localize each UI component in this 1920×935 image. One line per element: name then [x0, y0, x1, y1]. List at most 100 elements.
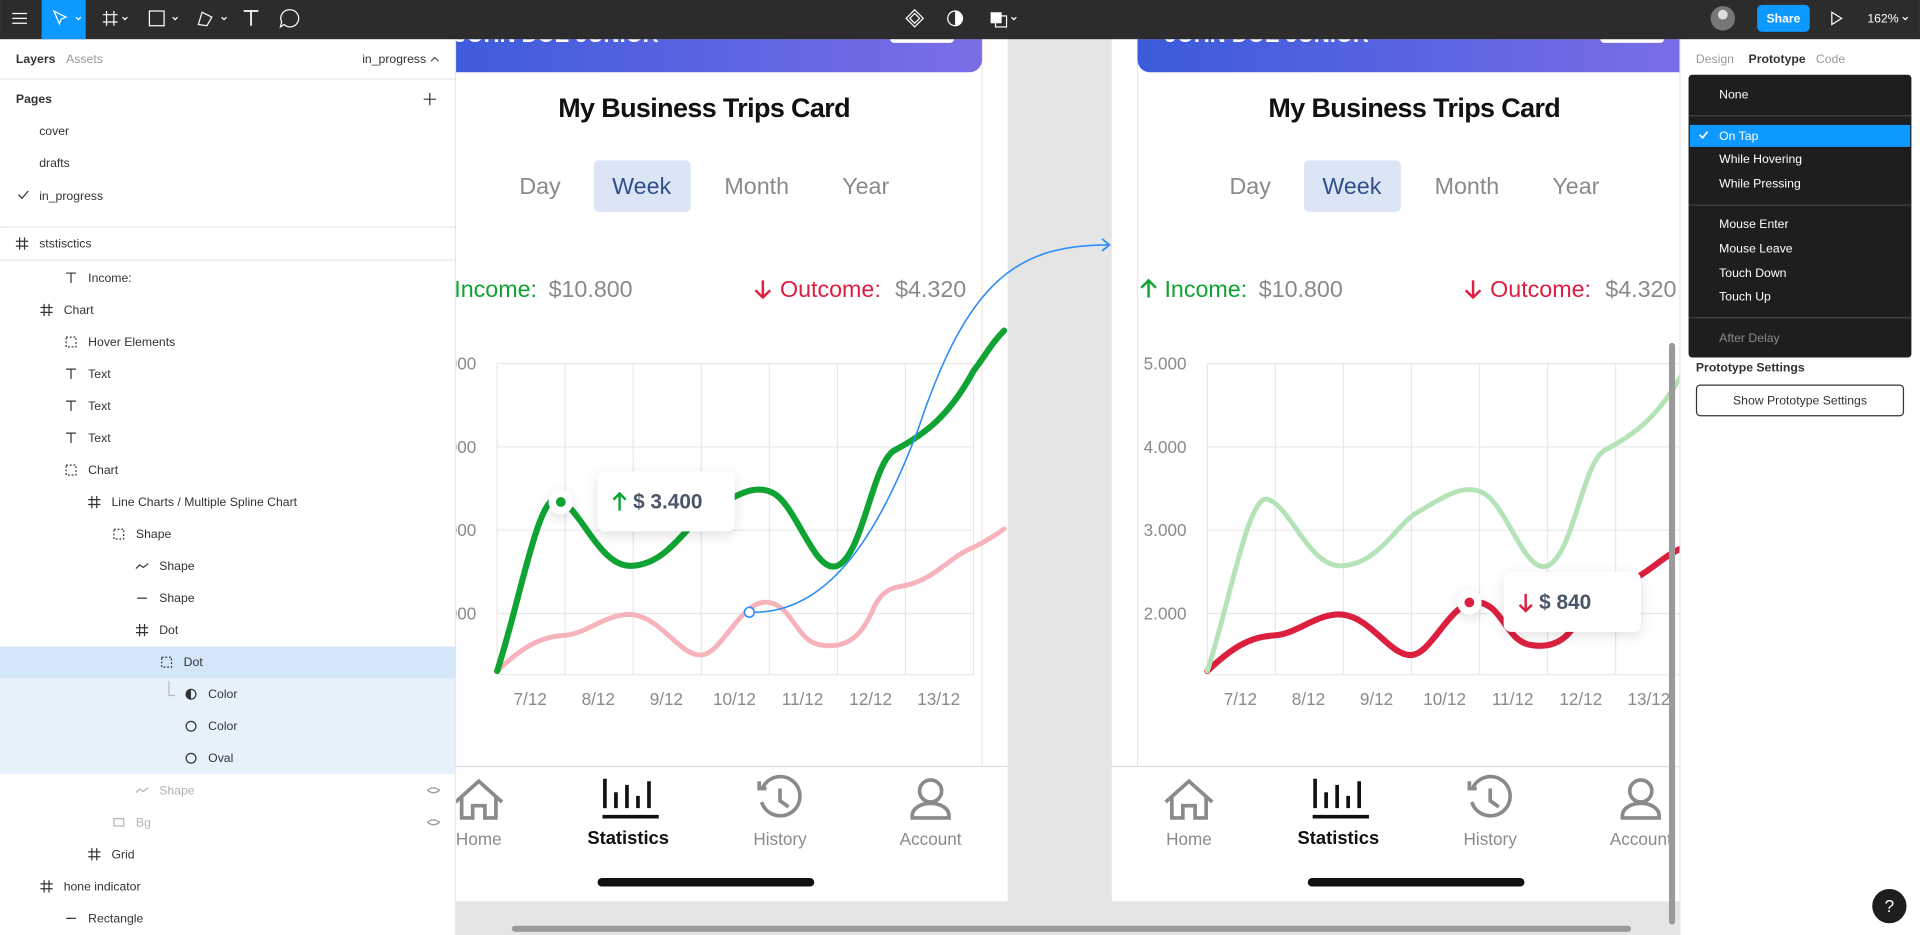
layer-name[interactable]: Hover Elements: [88, 335, 175, 349]
settings-button-label[interactable]: Show Prototype Settings: [1733, 393, 1867, 407]
h-scrollbar: [511, 925, 1632, 932]
down-arrow: [1464, 280, 1482, 300]
frame-tool[interactable]: [102, 11, 118, 26]
nav-label[interactable]: Account: [1610, 829, 1672, 849]
period-tab[interactable]: Year: [1552, 173, 1599, 199]
layer-name[interactable]: Text: [88, 367, 111, 381]
period-tab[interactable]: Day: [1230, 173, 1272, 199]
layer-name[interactable]: Color: [208, 687, 237, 701]
card-title: My Business Trips Card: [558, 93, 850, 123]
shape-tool[interactable]: [148, 10, 165, 27]
account-body: [1620, 801, 1662, 820]
pen-tool[interactable]: [197, 11, 213, 27]
layer-name[interactable]: Shape: [159, 559, 195, 573]
tab[interactable]: Prototype: [1749, 52, 1806, 66]
layer-name[interactable]: Text: [88, 431, 111, 445]
current-page[interactable]: in_progress: [362, 52, 426, 66]
nav-label[interactable]: Home: [1166, 829, 1212, 849]
nav-label[interactable]: Statistics: [587, 827, 669, 848]
layer-name[interactable]: Color: [208, 719, 237, 733]
pages-title: Pages: [16, 92, 52, 106]
layer-name[interactable]: Chart: [64, 303, 95, 317]
share-label[interactable]: Share: [1766, 11, 1800, 25]
card-title: My Business Trips Card: [1268, 93, 1560, 123]
layer-name[interactable]: Oval: [208, 751, 233, 765]
avatar-head: [1717, 9, 1728, 20]
page-item[interactable]: cover: [39, 124, 69, 138]
text-tool[interactable]: [243, 10, 259, 26]
help-button[interactable]: [1872, 888, 1907, 924]
layer-name[interactable]: Shape: [159, 591, 195, 605]
layer-icon: [185, 720, 197, 732]
layer-name[interactable]: Line Charts / Multiple Spline Chart: [111, 495, 297, 509]
nav-label[interactable]: Home: [456, 829, 502, 849]
period-tab[interactable]: Year: [842, 173, 889, 199]
header-button: [1600, 39, 1665, 43]
page-item[interactable]: drafts: [39, 156, 70, 170]
x-label: 13/12: [1627, 689, 1670, 709]
tab[interactable]: Assets: [66, 52, 103, 66]
tab[interactable]: Design: [1696, 52, 1734, 66]
layer-name[interactable]: Text: [88, 399, 111, 413]
nav-label[interactable]: History: [753, 829, 807, 849]
x-label: 11/12: [1492, 689, 1534, 709]
menu-item[interactable]: On Tap: [1719, 129, 1758, 143]
history-icon: [757, 774, 802, 818]
layer-name[interactable]: Shape: [136, 527, 172, 541]
present-button[interactable]: [1831, 11, 1843, 26]
layer-icon: [135, 563, 149, 570]
boolean-tool[interactable]: [990, 12, 1002, 24]
mask-fill: [955, 11, 963, 26]
menu-item[interactable]: After Delay: [1719, 331, 1780, 345]
layer-name[interactable]: Dot: [184, 655, 204, 669]
menu-item[interactable]: Touch Up: [1719, 289, 1771, 303]
settings-button[interactable]: [1695, 384, 1905, 417]
layer-icon: [66, 432, 76, 443]
layer-name[interactable]: hone indicator: [64, 879, 141, 893]
menu-item[interactable]: While Hovering: [1719, 152, 1802, 166]
tooltip-dot-inner: [1464, 597, 1475, 608]
menu-icon[interactable]: [12, 12, 27, 24]
menu-item[interactable]: Mouse Leave: [1719, 242, 1793, 256]
period-tab[interactable]: Day: [519, 173, 561, 199]
income-curve: [1204, 372, 1680, 674]
help-label[interactable]: ?: [1885, 896, 1895, 916]
share-button[interactable]: [1757, 4, 1810, 32]
nav-label[interactable]: Statistics: [1298, 827, 1380, 848]
layer-name[interactable]: Shape: [159, 783, 195, 797]
panel-bg: [0, 39, 456, 935]
period-tab[interactable]: Week: [612, 173, 671, 199]
layer-name[interactable]: Bg: [136, 815, 151, 829]
tab-active: [593, 160, 691, 212]
menu-item[interactable]: While Pressing: [1719, 177, 1801, 191]
tab[interactable]: Code: [1816, 52, 1845, 66]
frame: JOHN DOE JUNIOR My Business Trips Card Day…: [1111, 39, 1680, 902]
outcome-label: Outcome:: [1490, 276, 1591, 302]
y-label: 4.000: [433, 437, 476, 457]
nav-label[interactable]: History: [1464, 829, 1518, 849]
menu-item[interactable]: Touch Down: [1719, 266, 1787, 280]
layer-name[interactable]: Dot: [159, 623, 179, 637]
period-tab[interactable]: Week: [1322, 173, 1381, 199]
period-tab[interactable]: Month: [724, 173, 789, 199]
layer-name[interactable]: Chart: [88, 463, 119, 477]
outcome-curve: [1204, 545, 1680, 675]
period-tab[interactable]: Month: [1435, 173, 1500, 199]
menu-item[interactable]: None: [1719, 87, 1748, 101]
comment-tool[interactable]: [279, 9, 300, 29]
y-label: 5.000: [433, 354, 476, 374]
outcome-curve: [494, 526, 1007, 674]
layer-name[interactable]: Grid: [111, 847, 134, 861]
nav-label[interactable]: Account: [900, 829, 962, 849]
menu-item[interactable]: Mouse Enter: [1719, 217, 1788, 231]
zoom[interactable]: 162%: [1867, 11, 1898, 25]
income-value: $10.800: [549, 276, 633, 302]
frame-name[interactable]: ststisctics: [39, 237, 91, 251]
layer-name[interactable]: Income:: [88, 271, 132, 285]
component-tool[interactable]: [905, 8, 925, 28]
page-item[interactable]: in_progress: [39, 189, 103, 203]
layer-name[interactable]: Rectangle: [88, 911, 143, 925]
add-page[interactable]: [423, 93, 436, 106]
tab[interactable]: Layers: [16, 52, 56, 66]
